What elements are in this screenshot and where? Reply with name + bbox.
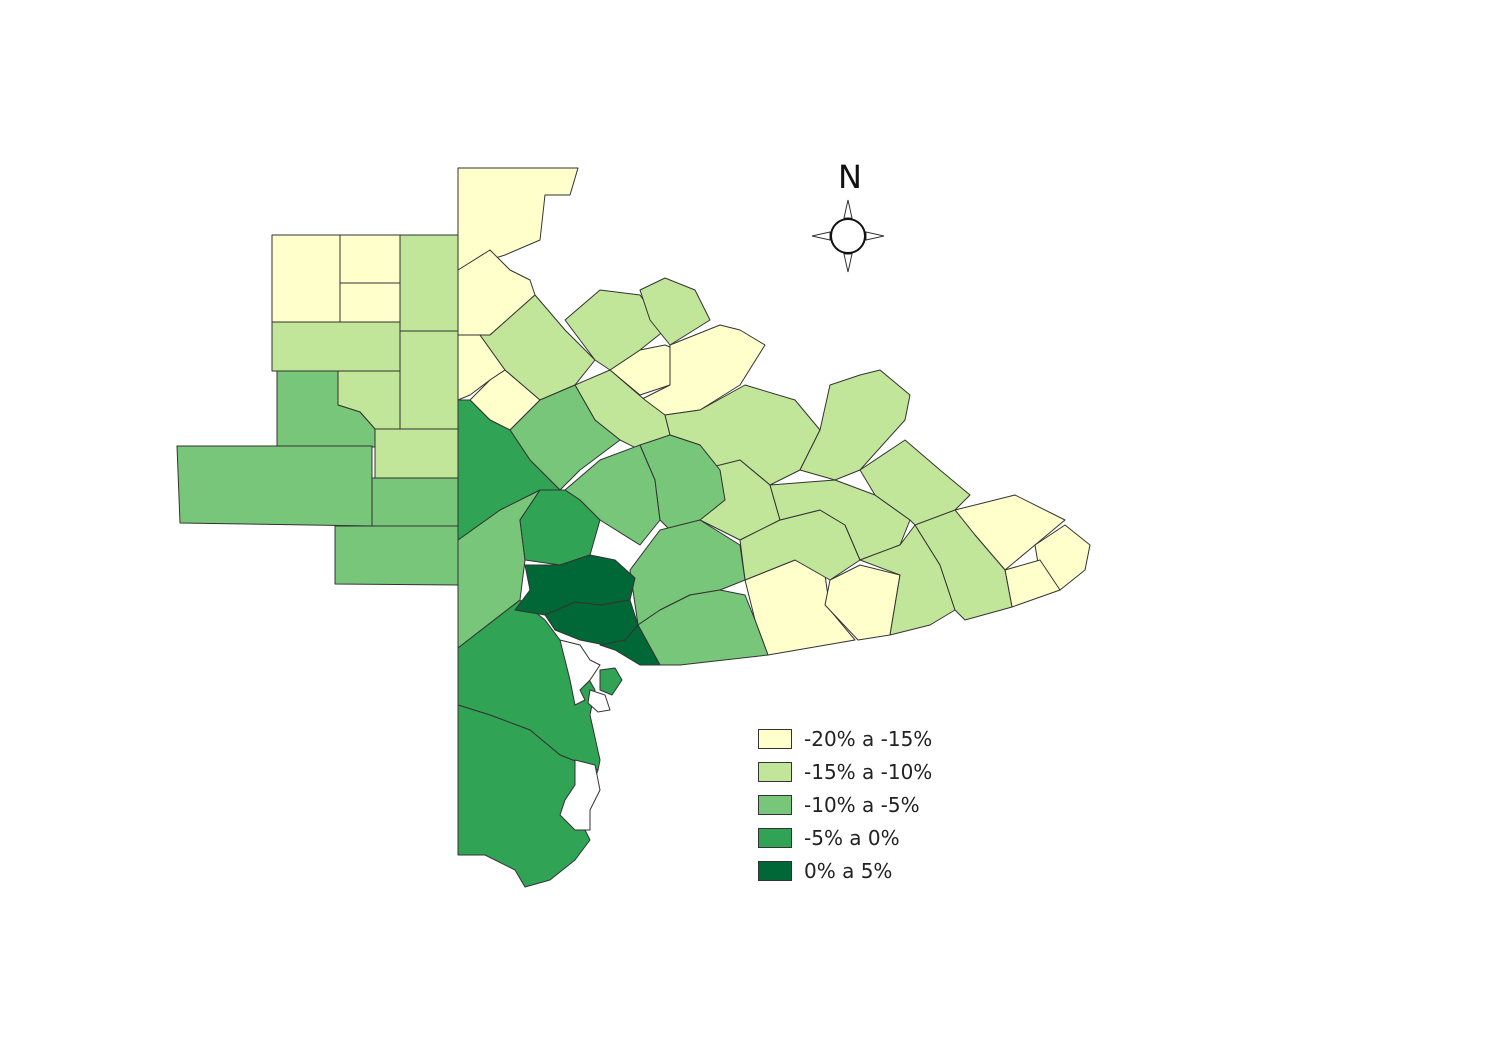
region (374, 428, 459, 479)
region (639, 434, 726, 531)
legend-item: -5% a 0% (758, 821, 932, 854)
delta-islands (559, 639, 611, 831)
legend-swatch (758, 761, 792, 782)
legend-item: -15% a -10% (758, 755, 932, 788)
legend-label: -10% a -5% (804, 792, 920, 817)
region (564, 289, 666, 371)
regions-class-3 (176, 370, 769, 666)
region (457, 167, 579, 271)
legend-label: -20% a -15% (804, 726, 933, 751)
region (639, 324, 766, 416)
region (639, 277, 711, 346)
north-label: N (838, 158, 862, 196)
legend-item: 0% a 5% (758, 854, 932, 887)
region (457, 704, 599, 888)
region (637, 589, 769, 666)
legend-swatch (758, 794, 792, 815)
regions-class-4 (457, 399, 623, 888)
region (371, 477, 459, 527)
legend-label: -5% a 0% (804, 825, 900, 850)
region (271, 234, 341, 323)
legend-label: -15% a -10% (804, 759, 933, 784)
regions-class-1 (271, 167, 1091, 656)
region (399, 234, 459, 332)
region (334, 525, 459, 586)
region (339, 282, 401, 323)
compass-rose-icon (811, 199, 885, 273)
region (914, 509, 1013, 621)
region (519, 489, 601, 566)
legend-label: 0% a 5% (804, 858, 893, 883)
region (599, 667, 623, 696)
region (271, 321, 401, 372)
region (176, 445, 373, 527)
legend-item: -20% a -15% (758, 722, 932, 755)
legend-swatch (758, 827, 792, 848)
region (399, 330, 459, 430)
region (599, 624, 661, 666)
region (457, 399, 561, 541)
regions-class-2 (271, 234, 1013, 636)
legend-item: -10% a -5% (758, 788, 932, 821)
region (339, 234, 401, 284)
regions-class-5 (514, 554, 661, 666)
legend-swatch (758, 728, 792, 749)
region (799, 369, 911, 481)
map-legend: -20% a -15% -15% a -10% -10% a -5% -5% a… (758, 722, 932, 887)
legend-swatch (758, 860, 792, 881)
